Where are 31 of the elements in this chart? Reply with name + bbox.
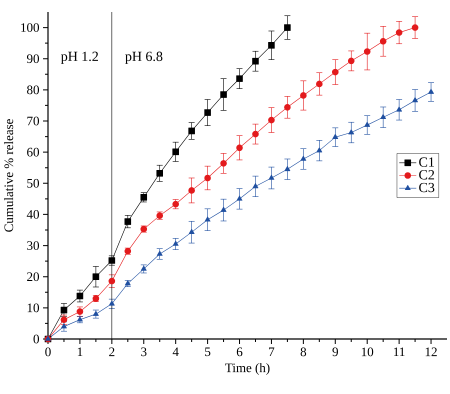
x-tick-label: 3	[141, 348, 146, 356]
x-tick-label: 11	[394, 348, 405, 356]
y-tick-label: 50	[27, 178, 40, 188]
x-tick-label: 2	[109, 348, 114, 356]
x-tick-label: 7	[269, 348, 274, 356]
legend-label: C3	[419, 182, 434, 192]
x-tick-label: 8	[300, 348, 306, 356]
y-tick-label: 100	[21, 23, 40, 32]
x-tick-label: 10	[362, 348, 374, 356]
y-tick-label: 60	[27, 148, 40, 157]
legend-label: C1	[419, 157, 434, 167]
x-tick-label: 12	[426, 348, 437, 356]
y-axis-title: Cumulative % release	[4, 119, 14, 232]
y-tick-label: 40	[26, 210, 40, 219]
y-tick-label: 10	[28, 303, 40, 312]
annotation: pH 1.2	[60, 52, 98, 64]
legend-label: C2	[419, 170, 434, 180]
annotation: pH 6.8	[125, 52, 162, 64]
x-tick-label: 5	[205, 348, 210, 356]
y-tick-label: 90	[26, 54, 40, 64]
y-tick-label: 20	[27, 272, 40, 282]
y-tick-label: 80	[27, 85, 40, 94]
x-tick-label: 9	[332, 348, 338, 356]
x-tick-label: 1	[78, 348, 82, 356]
y-tick-label: 30	[27, 241, 40, 250]
x-tick-label: 4	[172, 347, 179, 356]
x-tick-label: 6	[236, 348, 242, 356]
x-axis-title: Time (h)	[225, 363, 270, 375]
y-tick-label: 70	[27, 116, 40, 126]
x-tick-label: 0	[45, 348, 51, 356]
y-tick-label: 0	[34, 334, 40, 344]
